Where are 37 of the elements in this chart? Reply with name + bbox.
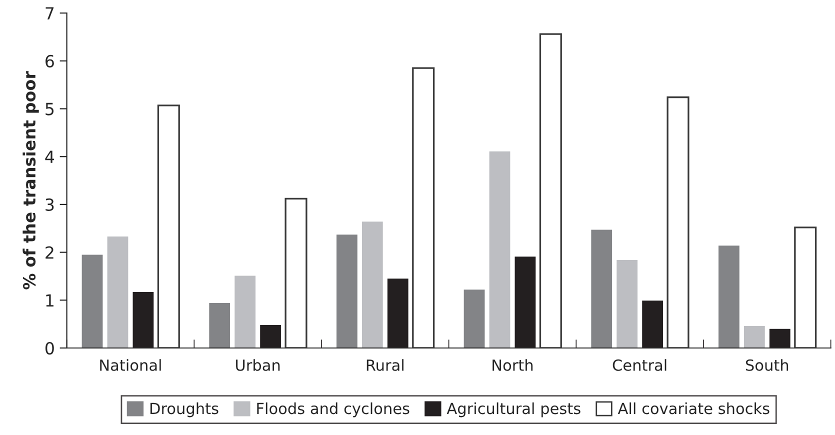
bar bbox=[464, 290, 485, 348]
bar bbox=[744, 326, 765, 348]
x-tick-label: South bbox=[746, 359, 788, 371]
y-tick-label: 6 bbox=[46, 54, 54, 68]
bar bbox=[107, 236, 128, 348]
legend-label: Floods and cyclones bbox=[257, 402, 410, 418]
bar bbox=[591, 230, 612, 348]
bar bbox=[336, 234, 358, 348]
legend-label: Agricultural pests bbox=[446, 402, 580, 418]
y-tick-label: 5 bbox=[46, 102, 54, 116]
x-tick-label: North bbox=[492, 359, 533, 371]
y-tick-label: 3 bbox=[46, 198, 54, 212]
y-axis-title: % of the transient poor bbox=[22, 71, 39, 290]
y-tick-label: 0 bbox=[45, 342, 54, 355]
legend-label: Droughts bbox=[150, 402, 218, 418]
x-tick-label: Urban bbox=[236, 359, 280, 371]
bar bbox=[362, 222, 383, 348]
bar bbox=[718, 246, 740, 348]
bar bbox=[284, 198, 308, 348]
bar bbox=[539, 33, 562, 348]
bar bbox=[489, 151, 510, 348]
bar bbox=[412, 67, 435, 348]
legend-label: All covariate shocks bbox=[618, 402, 770, 414]
bar bbox=[209, 303, 230, 348]
bar bbox=[666, 96, 690, 348]
x-tick-label: Rural bbox=[366, 359, 404, 371]
x-tick-label: Central bbox=[612, 359, 666, 371]
y-tick-label: 7 bbox=[46, 7, 54, 20]
bar bbox=[616, 260, 638, 348]
x-tick-label: National bbox=[100, 359, 161, 371]
bar bbox=[234, 276, 256, 348]
bar bbox=[82, 254, 103, 348]
y-tick-label: 1 bbox=[46, 294, 54, 306]
y-tick-label: 2 bbox=[46, 246, 54, 259]
bar bbox=[794, 226, 817, 348]
y-tick-label: 4 bbox=[45, 150, 54, 163]
bar bbox=[157, 104, 180, 348]
